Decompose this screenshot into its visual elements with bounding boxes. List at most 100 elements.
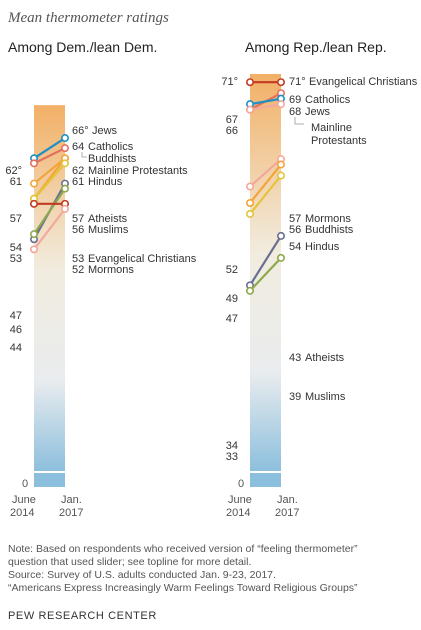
- series-line: [33, 188, 66, 235]
- value-label-2014: 34: [226, 440, 238, 452]
- value-label-2017: 57: [72, 213, 84, 225]
- footnote-note-line2: question that used slider; see topline f…: [8, 556, 252, 568]
- x-tick-label: 2014: [10, 507, 34, 519]
- value-label-2017: 69: [289, 94, 301, 106]
- x-tick-label: Jan.: [61, 494, 82, 506]
- value-label-2014: 49: [226, 293, 238, 305]
- value-label-2017: 52: [72, 264, 84, 276]
- value-label-2017: 61: [72, 176, 84, 188]
- zero-tick-label: 0: [22, 478, 28, 490]
- footnote-report: “Americans Express Increasingly Warm Fee…: [8, 582, 358, 594]
- data-point: [276, 78, 285, 87]
- data-point: [29, 245, 38, 254]
- x-tick-label: 2017: [59, 507, 83, 519]
- series-label: Evangelical Christians: [88, 253, 197, 265]
- data-point: [29, 199, 38, 208]
- series-line: [33, 147, 66, 165]
- series-label: Jews: [305, 106, 331, 118]
- value-label-2014: 71°: [221, 76, 238, 88]
- x-tick-label: June: [228, 494, 252, 506]
- value-label-2014: 66: [226, 125, 238, 137]
- value-label-2014: 61: [10, 176, 22, 188]
- value-label-2014: 46: [10, 324, 22, 336]
- series-label: Evangelical Christians: [309, 76, 418, 88]
- thermometer-bulb: [34, 472, 65, 487]
- series-line: [249, 257, 282, 292]
- panel-title: Among Dem./lean Dem.: [8, 39, 157, 55]
- series-line: [33, 162, 66, 200]
- panel-title: Among Rep./lean Rep.: [245, 39, 387, 55]
- series-label: Mormons: [305, 213, 351, 225]
- series-label: Hindus: [305, 241, 340, 253]
- data-point: [276, 160, 285, 169]
- value-label-2014: 57: [10, 213, 22, 225]
- data-point: [246, 105, 255, 114]
- series-line: [249, 235, 282, 286]
- series-line: [249, 163, 282, 204]
- value-label-2014: 67: [226, 114, 238, 126]
- data-point: [246, 198, 255, 207]
- series-line: [33, 137, 66, 160]
- value-label-2014: 52: [226, 264, 238, 276]
- value-label-2014: 47: [226, 313, 238, 325]
- series-line: [33, 157, 66, 185]
- data-point: [29, 179, 38, 188]
- data-point: [246, 78, 255, 87]
- series-label: Protestants: [311, 135, 367, 147]
- pew-logo-text: PEW RESEARCH CENTER: [8, 610, 157, 622]
- series-label: Hindus: [88, 176, 123, 188]
- series-label: Mainline: [311, 122, 352, 134]
- data-point: [60, 184, 69, 193]
- data-point: [60, 134, 69, 143]
- label-leader-buddhists: [81, 152, 87, 158]
- series-line: [249, 103, 282, 111]
- value-label-2017: 54: [289, 241, 301, 253]
- series-line: [33, 208, 66, 251]
- value-label-2017: 71°: [289, 76, 306, 88]
- data-point: [246, 209, 255, 218]
- series-label: Buddhists: [88, 153, 137, 165]
- x-tick-label: June: [12, 494, 36, 506]
- data-point: [29, 159, 38, 168]
- series-label: Buddhists: [305, 224, 354, 236]
- series-label: Atheists: [305, 352, 345, 364]
- series-label: Jews: [92, 125, 118, 137]
- series-line: [249, 174, 282, 215]
- label-leader-mainline: [294, 117, 304, 125]
- series-label: Mainline Protestants: [88, 165, 188, 177]
- value-label-2017: 68: [289, 106, 301, 118]
- data-point: [60, 159, 69, 168]
- chart-title: Mean thermometer ratings: [7, 10, 169, 26]
- x-tick-label: 2014: [226, 507, 250, 519]
- data-point: [276, 171, 285, 180]
- value-label-2014: 62°: [5, 165, 22, 177]
- series-label: Catholics: [305, 94, 351, 106]
- series-label: Mormons: [88, 264, 134, 276]
- data-point: [29, 230, 38, 239]
- value-label-2017: 62: [72, 165, 84, 177]
- data-point: [276, 231, 285, 240]
- value-label-2017: 66°: [72, 125, 89, 137]
- footnote-note-line1: Note: Based on respondents who received …: [8, 543, 358, 555]
- value-label-2014: 53: [10, 253, 22, 265]
- value-label-2017: 56: [72, 224, 84, 236]
- value-label-2017: 64: [72, 141, 84, 153]
- series-line: [249, 158, 282, 188]
- data-point: [60, 204, 69, 213]
- value-label-2014: 54: [10, 242, 22, 254]
- series-label: Muslims: [305, 391, 346, 403]
- value-label-2017: 39: [289, 391, 301, 403]
- footnote-source: Source: Survey of U.S. adults conducted …: [8, 569, 276, 581]
- x-tick-label: 2017: [275, 507, 299, 519]
- value-label-2017: 56: [289, 224, 301, 236]
- value-label-2017: 57: [289, 213, 301, 225]
- data-point: [246, 286, 255, 295]
- chart: Mean thermometer ratings Among Dem./lean…: [5, 10, 418, 519]
- x-tick-label: Jan.: [277, 494, 298, 506]
- series-line: [249, 97, 282, 106]
- thermometer-bulb: [250, 472, 281, 487]
- data-point: [246, 182, 255, 191]
- zero-tick-label: 0: [238, 478, 244, 490]
- data-point: [60, 144, 69, 153]
